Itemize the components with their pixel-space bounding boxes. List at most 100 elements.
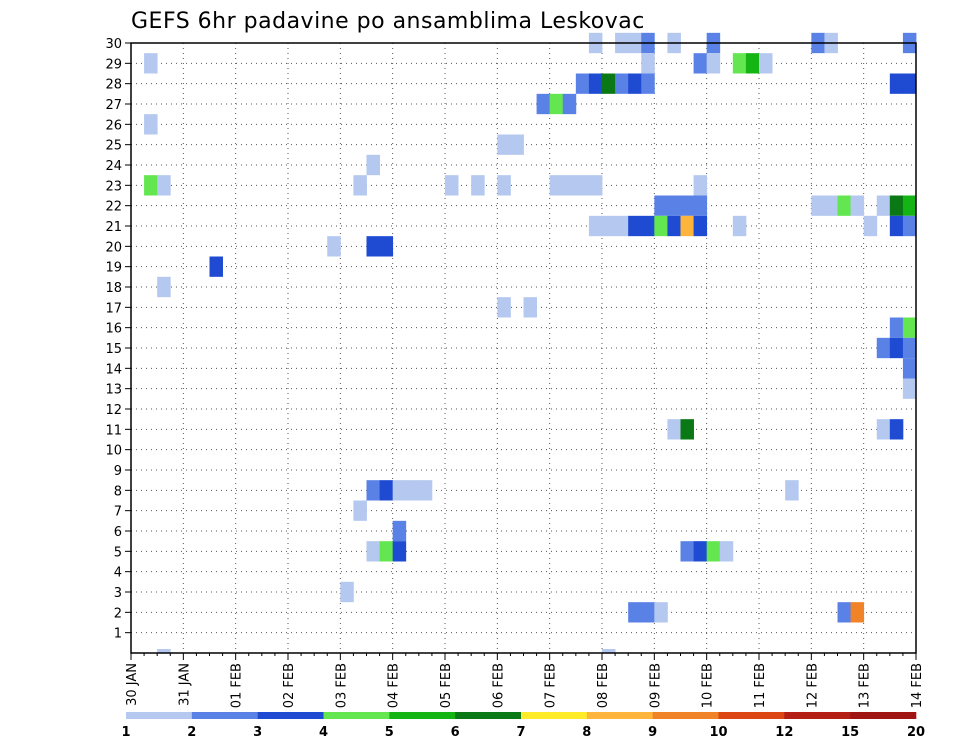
heatmap-cell xyxy=(366,541,380,562)
y-tick-label: 13 xyxy=(105,383,122,398)
heatmap-cell xyxy=(889,317,904,338)
y-tick-label: 16 xyxy=(105,322,122,337)
colorbar-label: 12 xyxy=(775,725,793,740)
heatmap-cell xyxy=(876,195,891,216)
x-tick-label: 01 FEB xyxy=(230,663,245,708)
heatmap-cell xyxy=(575,73,590,94)
heatmap-cell xyxy=(863,215,878,237)
colorbar-segment xyxy=(850,712,917,719)
heatmap-cell xyxy=(837,195,851,216)
heatmap-cell xyxy=(876,419,891,440)
x-tick-label: 30 JAN xyxy=(125,663,140,706)
heatmap-cell xyxy=(889,337,904,359)
heatmap-cell xyxy=(850,195,865,216)
x-tick-label: 13 FEB xyxy=(858,663,873,708)
colorbar-segment xyxy=(257,712,324,719)
y-tick-label: 14 xyxy=(105,362,122,377)
heatmap-cell xyxy=(654,602,668,623)
heatmap-cell xyxy=(628,602,642,623)
colorbar-segment xyxy=(586,712,653,719)
heatmap-cell xyxy=(902,73,917,94)
colorbar-segment xyxy=(718,712,785,719)
y-tick-label: 18 xyxy=(105,281,122,296)
heatmap-cell xyxy=(602,649,616,653)
heatmap-cell xyxy=(392,520,407,542)
x-tick-label: 14 FEB xyxy=(910,663,925,708)
colorbar-label: 6 xyxy=(451,725,460,740)
heatmap-cell xyxy=(510,134,524,155)
heatmap-cell xyxy=(680,419,694,440)
y-tick-label: 3 xyxy=(114,586,122,601)
heatmap-cell xyxy=(889,73,904,94)
heatmap-cell xyxy=(876,337,891,359)
y-tick-label: 17 xyxy=(105,301,122,316)
x-tick-label: 31 JAN xyxy=(177,663,192,706)
heatmap-cell xyxy=(615,73,629,94)
heatmap-cell xyxy=(353,500,367,521)
x-tick-label: 06 FEB xyxy=(491,663,506,708)
y-tick-label: 26 xyxy=(105,118,122,133)
colorbar: 1 2 3 4 5 6 7 8 9 10 12 15 20 xyxy=(121,712,925,740)
heatmap-cell xyxy=(706,53,721,74)
colorbar-label: 2 xyxy=(187,725,196,740)
heatmap-cell xyxy=(902,215,917,237)
heatmap-cell xyxy=(497,134,511,155)
colorbar-label: 8 xyxy=(582,725,591,740)
heatmap-cell xyxy=(889,419,904,440)
x-tick-label: 05 FEB xyxy=(439,663,454,708)
heatmap-cell xyxy=(418,480,433,501)
heatmap-cell xyxy=(902,195,917,216)
y-tick-label: 5 xyxy=(114,545,122,560)
colorbar-segment xyxy=(126,712,193,719)
y-tick-label: 25 xyxy=(105,139,122,154)
heatmap-cell xyxy=(902,317,917,338)
heatmap-cell xyxy=(549,175,564,196)
heatmap-cell xyxy=(379,480,394,501)
axes xyxy=(125,42,917,660)
heatmap-cell xyxy=(536,93,551,115)
heatmap-cell xyxy=(588,215,603,237)
heatmap-cells xyxy=(144,32,917,653)
heatmap-cell xyxy=(745,53,760,74)
heatmap-cell xyxy=(562,175,577,196)
heatmap-cell xyxy=(353,175,367,196)
heatmap-cell xyxy=(667,195,681,216)
colorbar-segment xyxy=(521,712,588,719)
heatmap-cell xyxy=(902,358,917,379)
colorbar-segment xyxy=(389,712,456,719)
heatmap-cell xyxy=(785,480,799,501)
y-tick-label: 12 xyxy=(105,403,122,418)
heatmap-cell xyxy=(366,154,380,176)
heatmap-cell xyxy=(144,53,158,74)
heatmap-cell xyxy=(706,541,721,562)
heatmap-cell xyxy=(902,337,917,359)
x-tick-label: 02 FEB xyxy=(282,663,297,708)
y-tick-label: 10 xyxy=(105,444,122,459)
y-tick-label: 6 xyxy=(114,525,122,540)
y-tick-label: 19 xyxy=(105,261,122,276)
y-tick-label: 1 xyxy=(114,627,122,642)
heatmap-cell xyxy=(824,195,838,216)
y-tick-label: 22 xyxy=(105,200,122,215)
heatmap-cell xyxy=(680,195,694,216)
colorbar-segment xyxy=(652,712,719,719)
x-tick-labels: 30 JAN 31 JAN 01 FEB 02 FEB 03 FEB 04 FEB 05 F… xyxy=(125,663,925,708)
x-tick-label: 03 FEB xyxy=(334,663,349,708)
heatmap-cell xyxy=(157,649,171,653)
y-tick-label: 20 xyxy=(105,240,122,255)
heatmap-cell xyxy=(602,73,616,94)
heatmap-cell xyxy=(719,541,734,562)
y-tick-label: 21 xyxy=(105,220,122,235)
y-tick-label: 15 xyxy=(105,342,122,357)
heatmap-cell xyxy=(209,256,223,277)
y-tick-label: 30 xyxy=(105,37,122,52)
y-tick-labels: 1234567891011121314151617181920212223242… xyxy=(105,37,122,642)
heatmap-cell xyxy=(405,480,420,501)
x-tick-label: 08 FEB xyxy=(596,663,611,708)
heatmap-cell xyxy=(628,73,642,94)
heatmap-cell xyxy=(693,541,708,562)
chart-title: GEFS 6hr padavine po ansamblima Leskovac xyxy=(131,9,645,34)
colorbar-label: 10 xyxy=(709,725,727,740)
